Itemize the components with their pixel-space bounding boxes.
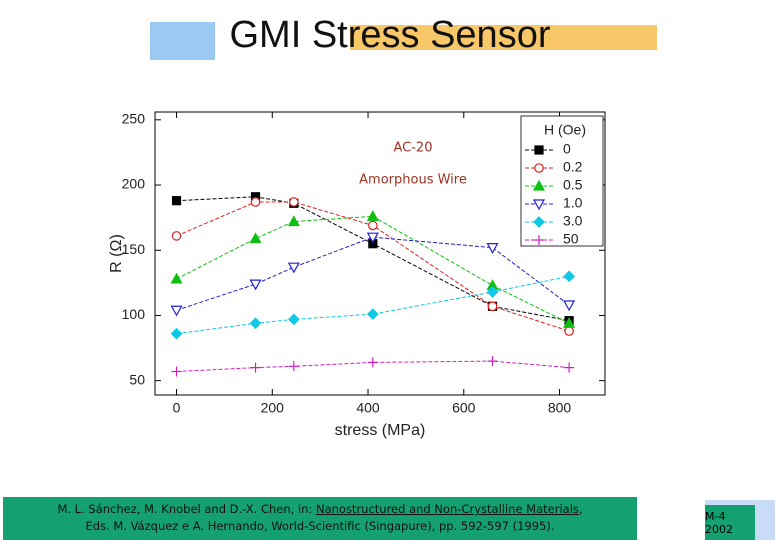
marker xyxy=(171,196,182,206)
marker xyxy=(534,235,544,245)
marker xyxy=(487,356,498,367)
marker xyxy=(287,313,300,326)
marker xyxy=(367,357,378,368)
marker xyxy=(171,231,182,241)
legend-label: 50 xyxy=(563,231,579,247)
marker xyxy=(486,286,499,298)
marker xyxy=(564,326,574,336)
citation: M. L. Sánchez, M. Knobel and D.-X. Chen,… xyxy=(3,497,637,540)
citation-text: , xyxy=(578,502,583,516)
marker xyxy=(170,305,183,317)
marker xyxy=(171,366,182,377)
marker xyxy=(366,308,379,320)
citation-text: M. L. Sánchez, M. Knobel and D.-X. Chen,… xyxy=(57,502,316,516)
legend-label: 1.0 xyxy=(563,195,583,211)
y-tick-label: 250 xyxy=(122,111,146,127)
x-tick-label: 0 xyxy=(173,400,181,416)
marker xyxy=(532,199,546,211)
marker xyxy=(170,272,183,284)
marker xyxy=(532,179,546,191)
legend-title: H (Oe) xyxy=(544,122,586,138)
marker xyxy=(563,300,576,312)
decor-orange xyxy=(350,25,657,50)
marker xyxy=(564,362,575,373)
y-tick-label: 100 xyxy=(122,306,146,322)
marker xyxy=(287,262,300,274)
legend-label: 3.0 xyxy=(563,213,583,229)
marker xyxy=(486,243,499,254)
marker xyxy=(368,220,378,231)
legend-label: 0.2 xyxy=(563,159,583,175)
legend-label: 0 xyxy=(563,141,571,157)
marker xyxy=(563,270,575,283)
marker xyxy=(534,163,544,173)
series-line xyxy=(176,201,570,332)
marker xyxy=(287,215,300,227)
x-tick-label: 600 xyxy=(452,400,476,416)
marker xyxy=(249,279,262,291)
marker xyxy=(170,327,183,340)
plot-frame xyxy=(154,111,606,396)
marker xyxy=(249,232,262,244)
slide-title: GMI Stress Sensor xyxy=(229,14,551,56)
x-tick-label: 800 xyxy=(548,400,572,416)
legend-label: 0.5 xyxy=(563,177,583,193)
marker xyxy=(250,362,261,373)
marker xyxy=(366,210,379,221)
slide-code: M-4 2002 xyxy=(705,505,755,540)
citation-book: Nanostructured and Non-Crystalline Mater… xyxy=(315,502,579,516)
marker xyxy=(487,301,498,312)
x-tick-label: 200 xyxy=(261,400,285,416)
marker xyxy=(249,317,262,330)
marker xyxy=(534,145,544,155)
series-line xyxy=(176,360,570,373)
marker xyxy=(366,232,379,244)
annotation: Amorphous Wire xyxy=(359,173,467,188)
legend-box xyxy=(520,115,604,247)
y-tick-label: 50 xyxy=(129,371,145,387)
y-tick-label: 150 xyxy=(122,241,146,257)
marker xyxy=(250,197,261,207)
decor-blue xyxy=(150,22,215,60)
marker xyxy=(563,317,576,328)
series-line xyxy=(176,236,570,311)
marker xyxy=(289,197,299,207)
y-axis-label: R (Ω) xyxy=(108,234,125,273)
y-tick-label: 200 xyxy=(122,176,146,192)
x-axis-label: stress (MPa) xyxy=(335,422,426,439)
chart: 50 100 150 200 250 0 200 400 600 800 stress (MPa) R… xyxy=(73,72,643,470)
x-tick-label: 400 xyxy=(356,400,380,416)
marker xyxy=(288,361,299,372)
marker xyxy=(533,216,545,228)
series-line xyxy=(176,215,570,324)
series-line xyxy=(176,196,570,322)
series-line xyxy=(176,275,570,335)
citation-text: Eds. M. Vázquez e A. Hernando, World-Sci… xyxy=(85,519,555,533)
annotation: AC-20 xyxy=(394,141,433,156)
